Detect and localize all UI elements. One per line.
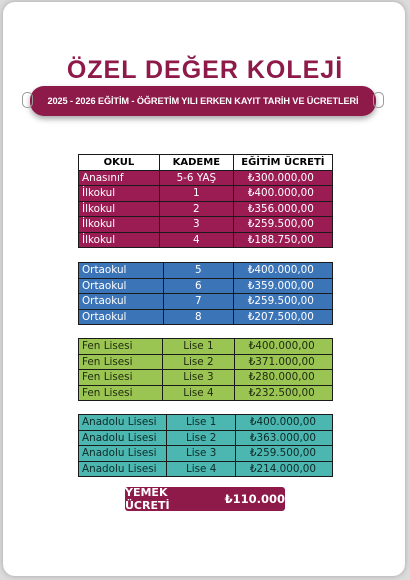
fee-cell: ₺259.500,00 [232, 216, 334, 233]
grade-cell: 2 [158, 200, 234, 217]
fee-cell: ₺259.500,00 [234, 445, 334, 462]
meal-fee-amount: ₺110.000 [224, 492, 285, 506]
table-row: Anadolu Lisesi Lise 3 ₺259.500,00 [77, 445, 334, 462]
school-cell: Fen Lisesi [77, 384, 164, 401]
page-title: ÖZEL DEĞER KOLEJİ [66, 56, 344, 84]
school-cell: Anadolu Lisesi [77, 429, 168, 446]
table-row: Ortaokul 7 ₺259.500,00 [78, 293, 334, 310]
table-row: Anasınıf 5-6 YAŞ ₺300.000,00 [78, 169, 334, 186]
grade-cell: Lise 2 [166, 429, 236, 446]
fee-table-primary: OKUL KADEME EĞİTİM ÜCRETİ Anasınıf 5-6 Y… [78, 154, 334, 248]
table-row: Anadolu Lisesi Lise 4 ₺214.000,00 [77, 460, 334, 477]
grade-cell: 4 [158, 231, 234, 248]
fee-cell: ₺300.000,00 [232, 169, 334, 186]
fee-cell: ₺280.000,00 [233, 369, 334, 386]
grade-cell: Lise 3 [166, 445, 236, 462]
grade-cell: Lise 1 [162, 338, 235, 355]
fee-cell: ₺400.000,00 [233, 338, 334, 355]
table-row: İlkokul 1 ₺400.000,00 [78, 185, 334, 202]
fee-table-middle: Ortaokul 5 ₺400.000,00 Ortaokul 6 ₺359.0… [78, 262, 334, 325]
school-cell: Ortaokul [78, 293, 164, 310]
fee-table-anatolian: Anadolu Lisesi Lise 1 ₺400.000,00 Anadol… [77, 414, 334, 477]
fee-cell: ₺363.000,00 [234, 429, 334, 446]
table-row: Ortaokul 8 ₺207.500,00 [78, 308, 334, 325]
fee-cell: ₺371.000,00 [233, 353, 334, 370]
school-cell: İlkokul [78, 185, 160, 202]
fee-cell: ₺188.750,00 [232, 231, 334, 248]
grade-cell: 1 [158, 185, 234, 202]
school-cell: İlkokul [78, 200, 160, 217]
fee-cell: ₺259.500,00 [232, 293, 334, 310]
fee-cell: ₺232.500,00 [233, 384, 334, 401]
paperclip-right-icon [373, 92, 384, 108]
grade-cell: 8 [162, 308, 234, 325]
school-cell: İlkokul [78, 216, 160, 233]
table-row: Fen Lisesi Lise 3 ₺280.000,00 [77, 369, 334, 386]
fee-cell: ₺214.000,00 [234, 460, 334, 477]
school-cell: Fen Lisesi [77, 353, 164, 370]
meal-fee-badge: YEMEK ÜCRETİ ₺110.000 [125, 486, 285, 512]
school-cell: Ortaokul [78, 262, 164, 279]
fee-cell: ₺356.000,00 [232, 200, 334, 217]
grade-cell: Lise 1 [166, 414, 236, 431]
table-row: Fen Lisesi Lise 1 ₺400.000,00 [77, 338, 334, 355]
header-grade: KADEME [158, 154, 234, 171]
school-cell: Anasınıf [78, 169, 160, 186]
table-row: Ortaokul 6 ₺359.000,00 [78, 277, 334, 294]
fee-cell: ₺400.000,00 [234, 414, 334, 431]
grade-cell: Lise 4 [162, 384, 235, 401]
table-header-row: OKUL KADEME EĞİTİM ÜCRETİ [78, 154, 334, 171]
school-cell: Ortaokul [78, 277, 164, 294]
school-cell: Fen Lisesi [77, 338, 164, 355]
title-banner: 2025 - 2026 EĞİTİM - ÖĞRETİM YILI ERKEN … [30, 86, 376, 116]
grade-cell: Lise 3 [162, 369, 235, 386]
table-row: Fen Lisesi Lise 2 ₺371.000,00 [77, 353, 334, 370]
banner-text: 2025 - 2026 EĞİTİM - ÖĞRETİM YILI ERKEN … [47, 96, 359, 106]
school-cell: Anadolu Lisesi [77, 445, 168, 462]
school-cell: Anadolu Lisesi [77, 460, 168, 477]
meal-fee-label: YEMEK ÜCRETİ [125, 486, 170, 512]
school-cell: Ortaokul [78, 308, 164, 325]
table-row: Anadolu Lisesi Lise 2 ₺363.000,00 [77, 429, 334, 446]
fee-table-science: Fen Lisesi Lise 1 ₺400.000,00 Fen Lisesi… [77, 338, 334, 401]
table-row: Ortaokul 5 ₺400.000,00 [78, 262, 334, 279]
table-row: Fen Lisesi Lise 4 ₺232.500,00 [77, 384, 334, 401]
header-school: OKUL [78, 154, 160, 171]
school-cell: Anadolu Lisesi [77, 414, 168, 431]
grade-cell: Lise 2 [162, 353, 235, 370]
table-row: İlkokul 3 ₺259.500,00 [78, 216, 334, 233]
table-row: İlkokul 4 ₺188.750,00 [78, 231, 334, 248]
paperclip-left-icon [22, 92, 33, 108]
fee-cell: ₺400.000,00 [232, 262, 334, 279]
grade-cell: 7 [162, 293, 234, 310]
grade-cell: 5 [162, 262, 234, 279]
fee-cell: ₺400.000,00 [232, 185, 334, 202]
grade-cell: 6 [162, 277, 234, 294]
grade-cell: 3 [158, 216, 234, 233]
grade-cell: 5-6 YAŞ [158, 169, 234, 186]
school-cell: Fen Lisesi [77, 369, 164, 386]
table-row: İlkokul 2 ₺356.000,00 [78, 200, 334, 217]
grade-cell: Lise 4 [166, 460, 236, 477]
fee-cell: ₺359.000,00 [232, 277, 334, 294]
school-cell: İlkokul [78, 231, 160, 248]
fee-cell: ₺207.500,00 [232, 308, 334, 325]
table-row: Anadolu Lisesi Lise 1 ₺400.000,00 [77, 414, 334, 431]
header-fee: EĞİTİM ÜCRETİ [232, 154, 334, 171]
